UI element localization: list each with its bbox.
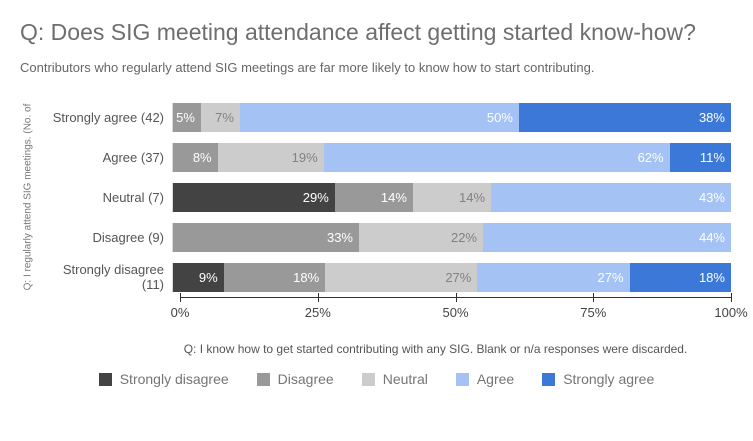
bar-row: Neutral (7) 29% 14% 14% 43%	[40, 177, 731, 217]
bar-segment: 18%	[223, 262, 326, 292]
bar-segment: 50%	[239, 102, 519, 132]
legend-label: Strongly disagree	[119, 371, 229, 387]
legend-swatch	[455, 372, 469, 386]
chart-footnote: Q: I know how to get started contributin…	[183, 342, 688, 356]
x-axis: 0% 25% 50% 75% 100%	[171, 293, 748, 327]
legend-label: Agree	[476, 371, 515, 387]
bar-segment-value: 11%	[699, 149, 725, 165]
legend-swatch	[256, 372, 270, 386]
x-axis-tick	[455, 293, 457, 302]
legend-swatch	[542, 372, 556, 386]
x-axis-tick-label: 100%	[714, 305, 748, 320]
legend-label: Neutral	[382, 371, 428, 387]
chart-plot-area: Q: I regularly attend SIG meetings. (No.…	[23, 97, 731, 297]
bar-segment-value: 44%	[698, 229, 725, 245]
legend-item: Strongly disagree	[98, 371, 229, 387]
legend-label: Disagree	[277, 371, 334, 387]
x-axis-tick-label: 75%	[580, 305, 607, 320]
bar-segment-value: 43%	[698, 189, 725, 205]
bar-segment: 5%	[173, 102, 201, 132]
bar-segment-value: 8%	[192, 149, 212, 165]
bar-row: Agree (37) 8% 19% 62% 11%	[40, 137, 731, 177]
bar-segment: 27%	[477, 262, 630, 292]
x-axis-tick-label: 0%	[170, 305, 190, 320]
y-axis-title: Q: I regularly attend SIG meetings. (No.…	[22, 103, 34, 291]
stacked-bar: 8% 19% 62% 11%	[172, 142, 731, 172]
bar-segment: 43%	[491, 182, 731, 212]
bar-segment: 22%	[359, 222, 483, 252]
bar-segment-value: 14%	[459, 189, 486, 205]
bar-row: Disagree (9) 33% 22% 44%	[40, 217, 731, 257]
stacked-bar: 33% 22% 44%	[172, 222, 731, 252]
x-axis-tick-label: 50%	[442, 305, 469, 320]
bar-segment: 9%	[173, 262, 224, 292]
category-label: Agree (37)	[102, 149, 164, 165]
chart-legend: Strongly disagree Disagree Neutral Agree Str…	[0, 371, 753, 387]
bar-segment-value: 27%	[597, 269, 624, 285]
chart-title: Q: Does SIG meeting attendance affect ge…	[20, 19, 696, 45]
bar-segment: 7%	[200, 102, 240, 132]
legend-swatch	[98, 372, 112, 386]
bar-segment-value: 29%	[302, 189, 329, 205]
bar-segment-value: 38%	[698, 109, 725, 125]
category-label: Strongly agree (42)	[52, 109, 164, 125]
legend-swatch	[361, 372, 375, 386]
x-axis-tick	[593, 293, 595, 302]
legend-item: Disagree	[256, 371, 334, 387]
bar-segment: 11%	[669, 142, 731, 172]
x-axis-tick	[180, 293, 181, 302]
bar-segment-value: 18%	[698, 269, 725, 285]
bar-segment-value: 27%	[445, 269, 472, 285]
bar-segment: 33%	[173, 222, 359, 252]
chart-subtitle: Contributors who regularly attend SIG me…	[20, 60, 595, 75]
bar-segment: 18%	[629, 262, 731, 292]
bar-segment: 27%	[325, 262, 478, 292]
legend-item: Neutral	[361, 371, 428, 387]
legend-label: Strongly agree	[563, 371, 655, 387]
bar-row: Strongly disagree (11) 9% 18% 27% 27% 18%	[40, 257, 731, 297]
bar-segment-value: 5%	[176, 109, 195, 125]
bar-segment-value: 7%	[215, 109, 234, 125]
bar-segment-value: 50%	[486, 109, 513, 125]
bar-segment-value: 62%	[637, 149, 664, 165]
bar-segment: 14%	[412, 182, 492, 212]
stacked-bar: 29% 14% 14% 43%	[172, 182, 731, 212]
bar-segment: 8%	[173, 142, 218, 172]
x-axis-tick	[731, 293, 732, 302]
legend-item: Agree	[455, 371, 515, 387]
bar-segment-value: 22%	[450, 229, 477, 245]
bar-segment-value: 19%	[291, 149, 318, 165]
x-axis-tick	[317, 293, 319, 302]
chart-header: Q: Does SIG meeting attendance affect ge…	[0, 0, 753, 75]
stacked-bar: 5% 7% 50% 38%	[172, 102, 731, 132]
bar-segment-value: 9%	[198, 269, 218, 285]
bar-segment: 44%	[483, 222, 731, 252]
bar-row: Strongly agree (42) 5% 7% 50% 38%	[40, 97, 731, 137]
legend-item: Strongly agree	[542, 371, 654, 387]
bar-segment: 62%	[323, 142, 670, 172]
bar-segment-value: 14%	[380, 189, 407, 205]
x-axis-tick-label: 25%	[304, 305, 331, 320]
stacked-bar: 9% 18% 27% 27% 18%	[172, 262, 731, 292]
x-axis-row: 0% 25% 50% 75% 100%	[40, 293, 748, 327]
category-label: Disagree (9)	[92, 229, 164, 245]
category-label: Neutral (7)	[102, 189, 164, 205]
bar-segment: 19%	[217, 142, 324, 172]
x-axis-spacer	[40, 297, 180, 327]
bar-segment: 38%	[518, 102, 731, 132]
stacked-bar-chart: Q: I regularly attend SIG meetings. (No.…	[0, 97, 753, 327]
bar-segment: 14%	[334, 182, 413, 212]
bar-segment-value: 33%	[326, 229, 353, 245]
bar-segment: 29%	[173, 182, 335, 212]
category-label: Strongly disagree (11)	[62, 262, 164, 292]
bar-segment-value: 18%	[293, 269, 320, 285]
